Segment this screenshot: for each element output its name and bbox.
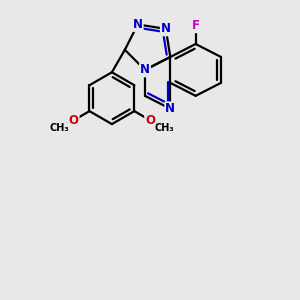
Text: O: O <box>69 114 79 127</box>
Text: CH₃: CH₃ <box>50 123 69 134</box>
Text: N: N <box>165 102 175 115</box>
Text: N: N <box>133 18 143 31</box>
Text: O: O <box>145 114 155 127</box>
Text: CH₃: CH₃ <box>154 123 174 134</box>
Text: N: N <box>161 22 171 35</box>
Text: N: N <box>140 63 150 76</box>
Text: F: F <box>192 19 200 32</box>
